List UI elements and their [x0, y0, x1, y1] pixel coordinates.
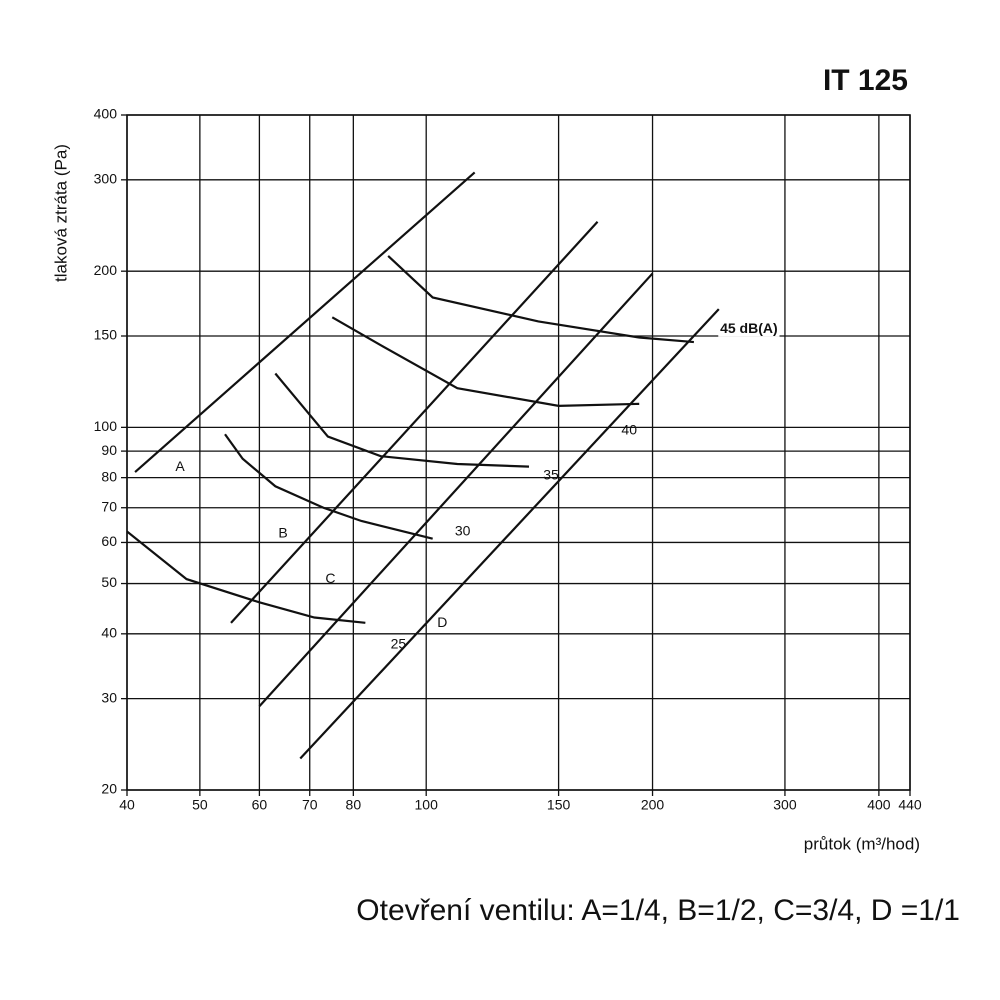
curve-label: 35 [543, 466, 559, 482]
x-tick-label: 80 [346, 797, 362, 813]
x-tick-label: 100 [415, 797, 439, 813]
curve-label: 30 [455, 522, 471, 538]
y-tick-label: 30 [101, 689, 117, 705]
curve [134, 171, 476, 473]
y-tick-label: 40 [101, 625, 117, 641]
curve-label: A [175, 458, 185, 474]
curve [230, 221, 599, 624]
y-tick-label: 400 [94, 106, 118, 122]
x-tick-label: 200 [641, 797, 665, 813]
y-tick-label: 50 [101, 574, 117, 590]
y-tick-label: 200 [94, 262, 118, 278]
x-tick-label: 440 [898, 797, 922, 813]
curve-label: 40 [621, 422, 637, 438]
x-tick-label: 70 [302, 797, 318, 813]
y-tick-label: 300 [94, 171, 118, 187]
x-tick-label: 300 [773, 797, 797, 813]
x-tick-label: 50 [192, 797, 208, 813]
x-tick-label: 40 [119, 797, 135, 813]
x-tick-label: 400 [867, 797, 891, 813]
curve [274, 372, 530, 468]
y-tick-label: 70 [101, 498, 117, 514]
y-tick-label: 100 [94, 418, 118, 434]
y-tick-label: 150 [94, 327, 118, 343]
curve-label: D [437, 614, 447, 630]
curve-label: 25 [391, 636, 407, 652]
curve [331, 316, 640, 407]
curve-label: C [325, 570, 335, 586]
chart-title: IT 125 [823, 64, 908, 97]
curve [258, 272, 654, 708]
curve-label: B [278, 525, 287, 541]
label-background [718, 318, 780, 337]
x-axis-label: průtok (m³/hod) [804, 834, 920, 853]
caption: Otevření ventilu: A=1/4, B=1/2, C=3/4, D… [356, 894, 960, 927]
y-axis-label: tlaková ztráta (Pa) [51, 144, 70, 282]
curve [224, 433, 433, 540]
y-tick-label: 80 [101, 468, 117, 484]
y-tick-label: 20 [101, 781, 117, 797]
y-tick-label: 90 [101, 442, 117, 458]
curve-label: 45 dB(A) [720, 320, 778, 336]
plot-frame [126, 114, 911, 791]
y-tick-label: 60 [101, 533, 117, 549]
x-tick-label: 150 [547, 797, 571, 813]
curve [387, 255, 694, 344]
curve [299, 308, 720, 760]
curve [126, 530, 366, 624]
x-tick-label: 60 [252, 797, 268, 813]
